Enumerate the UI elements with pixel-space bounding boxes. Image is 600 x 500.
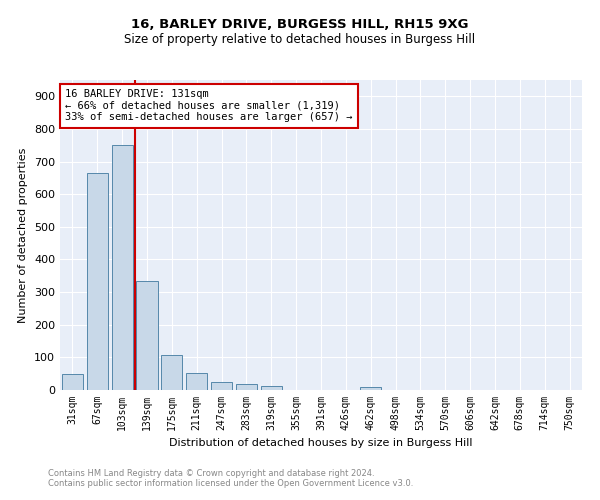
Text: Size of property relative to detached houses in Burgess Hill: Size of property relative to detached ho…	[124, 32, 476, 46]
X-axis label: Distribution of detached houses by size in Burgess Hill: Distribution of detached houses by size …	[169, 438, 473, 448]
Bar	[261, 386, 282, 390]
Bar	[211, 382, 232, 390]
Text: Contains HM Land Registry data © Crown copyright and database right 2024.: Contains HM Land Registry data © Crown c…	[48, 468, 374, 477]
Bar	[186, 373, 207, 390]
Text: 16, BARLEY DRIVE, BURGESS HILL, RH15 9XG: 16, BARLEY DRIVE, BURGESS HILL, RH15 9XG	[131, 18, 469, 30]
Bar	[62, 374, 83, 390]
Y-axis label: Number of detached properties: Number of detached properties	[19, 148, 28, 322]
Bar	[360, 388, 381, 390]
Bar	[136, 280, 158, 390]
Text: 16 BARLEY DRIVE: 131sqm
← 66% of detached houses are smaller (1,319)
33% of semi: 16 BARLEY DRIVE: 131sqm ← 66% of detache…	[65, 90, 353, 122]
Bar	[87, 173, 108, 390]
Text: Contains public sector information licensed under the Open Government Licence v3: Contains public sector information licen…	[48, 478, 413, 488]
Bar	[112, 146, 133, 390]
Bar	[161, 355, 182, 390]
Bar	[236, 384, 257, 390]
